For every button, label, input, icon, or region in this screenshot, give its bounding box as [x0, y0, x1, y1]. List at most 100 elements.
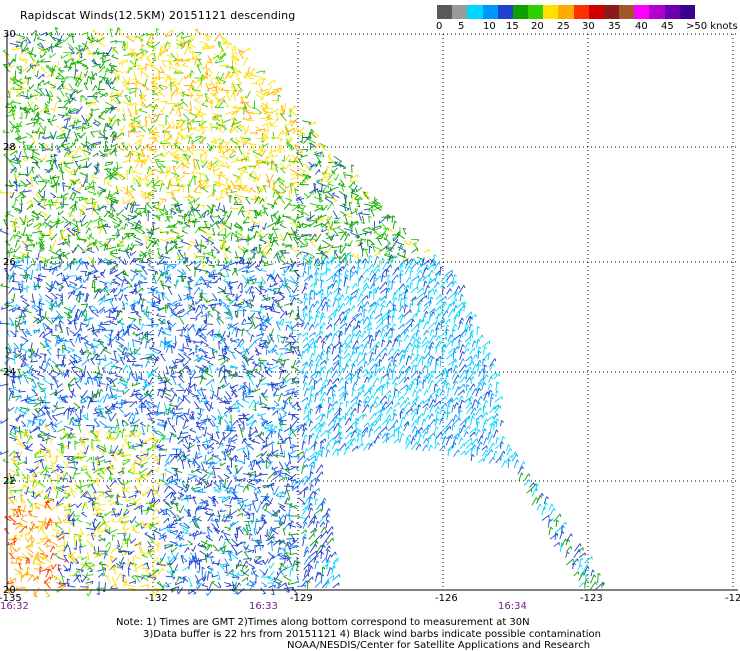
wind-barb	[21, 218, 27, 221]
wind-barb-flag	[293, 131, 294, 134]
wind-barb-flag	[203, 67, 205, 70]
wind-barb-flag	[160, 173, 163, 175]
wind-barb	[192, 138, 200, 143]
wind-barb	[326, 181, 333, 182]
wind-barb-flag	[32, 156, 35, 157]
wind-barb-flag	[68, 33, 70, 35]
wind-barb	[256, 71, 265, 73]
wind-barb	[115, 222, 122, 229]
wind-barb-flag	[212, 140, 213, 143]
wind-barb-flag	[61, 132, 64, 133]
wind-barb	[128, 83, 136, 84]
wind-barb-flag	[29, 278, 31, 280]
wind-barb-flag	[24, 186, 27, 187]
wind-barb-flag	[409, 266, 410, 269]
wind-barb	[234, 107, 244, 108]
wind-barb-flag	[291, 139, 292, 142]
wind-barb	[112, 89, 118, 91]
wind-barb	[158, 91, 165, 97]
wind-barb	[171, 148, 180, 149]
wind-barb	[127, 203, 129, 210]
wind-barb	[266, 240, 270, 247]
wind-barb	[247, 78, 254, 79]
wind-barb-flag	[189, 277, 192, 278]
wind-barb-flag	[173, 213, 176, 214]
wind-barb	[106, 162, 113, 163]
wind-barb-flag	[205, 272, 208, 274]
wind-barb-flag	[262, 205, 265, 207]
wind-barb-flag	[386, 246, 389, 247]
wind-barb-flag	[40, 161, 43, 162]
wind-barb-flag	[18, 240, 20, 242]
wind-barb-flag	[206, 182, 208, 184]
wind-barb-flag	[233, 47, 236, 48]
wind-barb-flag	[208, 84, 210, 86]
wind-barb-flag	[109, 63, 111, 65]
wind-barb	[150, 149, 158, 150]
wind-barb	[131, 245, 141, 246]
wind-barb	[21, 40, 27, 43]
wind-barb-flag	[16, 167, 17, 170]
wind-barb-flag	[191, 70, 193, 72]
wind-barb-flag	[69, 241, 70, 244]
wind-barb-flag	[372, 270, 374, 273]
wind-barb	[334, 156, 342, 161]
wind-barb	[107, 183, 112, 187]
wind-barb-flag	[388, 228, 389, 231]
wind-barb-flag	[216, 209, 218, 211]
wind-barb-flag	[241, 230, 244, 232]
wind-barb	[80, 158, 89, 161]
wind-barb	[234, 127, 238, 132]
wind-barb	[98, 42, 106, 46]
wind-barb	[328, 162, 336, 163]
wind-barb-flag	[189, 40, 191, 42]
wind-barb-flag	[127, 59, 128, 62]
wind-barb	[295, 215, 298, 223]
wind-barb	[153, 99, 159, 102]
wind-barb-flag	[318, 279, 320, 282]
wind-barb	[131, 251, 137, 255]
wind-barb-flag	[170, 277, 171, 280]
wind-barb-flag	[118, 28, 120, 30]
wind-barb	[178, 294, 181, 300]
wind-barb-flag	[127, 105, 130, 107]
wind-barb	[303, 271, 305, 277]
wind-barb-flag	[13, 287, 14, 290]
wind-barb-flag	[198, 251, 201, 252]
wind-barb	[32, 231, 42, 233]
wind-barb	[87, 203, 96, 204]
wind-barb	[75, 161, 80, 169]
wind-barb-flag	[36, 258, 38, 260]
wind-barb	[52, 83, 57, 89]
wind-barb-flag	[280, 139, 282, 141]
wind-barb	[326, 268, 327, 276]
wind-barb-flag	[350, 231, 352, 233]
wind-barb	[173, 167, 176, 175]
wind-barb	[160, 67, 164, 73]
wind-barb	[323, 205, 327, 210]
wind-barb-flag	[94, 210, 97, 211]
wind-barb	[37, 71, 38, 78]
wind-barb	[194, 246, 201, 252]
wind-barb	[369, 203, 378, 204]
wind-barb	[184, 85, 194, 86]
wind-barb-flag	[278, 119, 279, 122]
wind-barb-flag	[58, 221, 59, 224]
wind-barb-flag	[111, 144, 112, 147]
wind-barb-flag	[356, 283, 357, 286]
wind-barb-flag	[39, 273, 41, 275]
wind-barb	[364, 261, 366, 270]
wind-barb-flag	[36, 30, 37, 33]
wind-barb	[137, 83, 146, 86]
wind-barb-flag	[109, 211, 110, 214]
wind-barb-flag	[23, 260, 24, 263]
wind-barb-flag	[131, 279, 132, 282]
wind-barb	[196, 205, 205, 206]
wind-barb-flag	[72, 228, 74, 230]
wind-barb	[64, 186, 71, 188]
wind-barb	[369, 216, 370, 223]
wind-barb	[327, 286, 328, 295]
wind-barb	[302, 121, 311, 123]
wind-barb	[50, 229, 51, 239]
wind-barb-flag	[397, 232, 400, 233]
